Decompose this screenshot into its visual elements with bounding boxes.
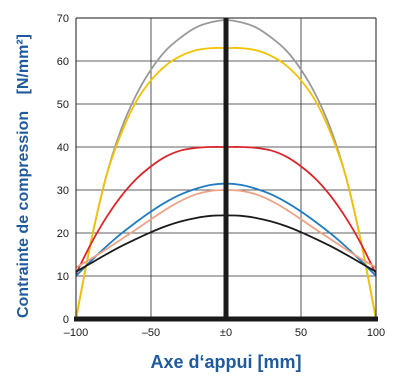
x-tick-label-m100: –100 [64,327,88,339]
y-tick-label-50: 50 [57,99,69,111]
x-tick-label-m50: –50 [142,327,160,339]
y-tick-label-20: 20 [57,228,69,240]
tick-labels: 0 10 20 30 40 50 60 70 –100 –50 ±0 50 100 [57,13,385,339]
y-tick-label-30: 30 [57,185,69,197]
x-tick-label-0: ±0 [220,327,232,339]
y-tick-label-70: 70 [57,13,69,25]
y-axis-title-label: Contrainte de compression [15,111,32,318]
y-tick-label-60: 60 [57,56,69,68]
y-axis-title-unit: [N/mm²] [15,34,32,94]
y-axis-title: Contrainte de compression [N/mm²] [15,34,32,318]
y-tick-label-40: 40 [57,142,69,154]
x-tick-label-100: 100 [367,327,385,339]
y-tick-label-0: 0 [63,314,69,326]
x-tick-label-50: 50 [295,327,307,339]
x-axis-title: Axe d‘appui [mm] [150,352,301,372]
y-tick-label-10: 10 [57,271,69,283]
axes [74,17,378,322]
